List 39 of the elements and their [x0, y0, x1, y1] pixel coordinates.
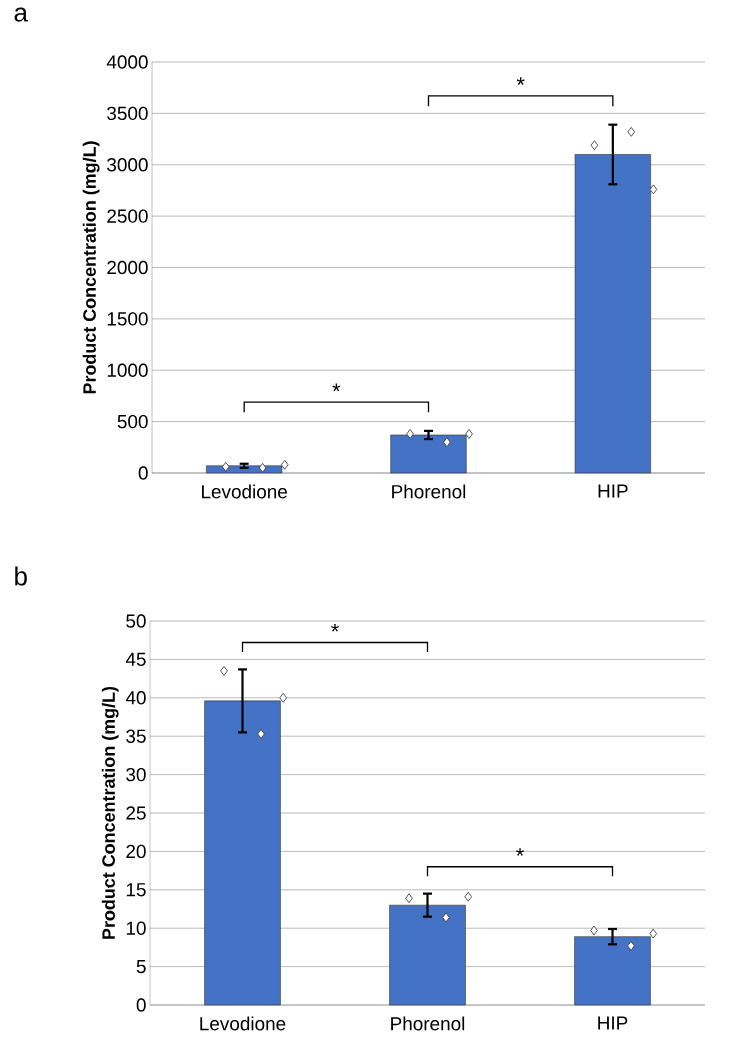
x-tick-label: HIP [598, 484, 628, 498]
y-tick-label: 10 [126, 921, 146, 935]
y-tick-label: 2500 [107, 209, 148, 223]
y-tick-label: 3000 [107, 158, 148, 172]
chart-title: b [15, 566, 27, 586]
y-tick-label: 20 [126, 844, 146, 859]
y-tick-label: 2000 [107, 260, 148, 275]
x-tick-label: Levodione [200, 1016, 286, 1031]
x-tick-label: Phorenol [392, 484, 466, 499]
bar [574, 154, 651, 474]
y-tick-label: 40 [125, 691, 146, 705]
y-tick-label: 3500 [107, 106, 148, 121]
y-tick-label: 5 [136, 960, 146, 974]
bar [390, 434, 467, 474]
bar [389, 904, 466, 1006]
y-tick-label: 0 [138, 466, 148, 480]
annotation: * [332, 383, 341, 392]
chart-title: a [14, 7, 28, 22]
y-tick-label: 500 [117, 414, 148, 429]
x-tick-label: Phorenol [391, 1016, 465, 1031]
y-tick-label: 0 [136, 998, 146, 1012]
y-axis-title: Product Concentration (mg/L) [101, 686, 119, 939]
y-tick-label: 15 [126, 883, 146, 897]
y-tick-label: 45 [125, 652, 146, 666]
x-tick-label: Levodione [202, 484, 287, 499]
y-tick-label: 30 [126, 767, 146, 782]
y-tick-label: 35 [126, 729, 146, 743]
bar [204, 700, 281, 1006]
y-axis-title: Product Concentration (mg/L) [82, 141, 100, 394]
annotation: * [516, 848, 524, 856]
bar [574, 936, 651, 1006]
annotation: * [331, 623, 339, 632]
y-tick-label: 50 [126, 614, 146, 628]
y-tick-label: 25 [126, 806, 146, 820]
y-tick-label: 4000 [106, 55, 148, 69]
y-tick-label: 1000 [107, 363, 148, 377]
y-tick-label: 1500 [107, 312, 148, 326]
x-tick-label: HIP [598, 1016, 628, 1030]
annotation: * [516, 77, 525, 85]
